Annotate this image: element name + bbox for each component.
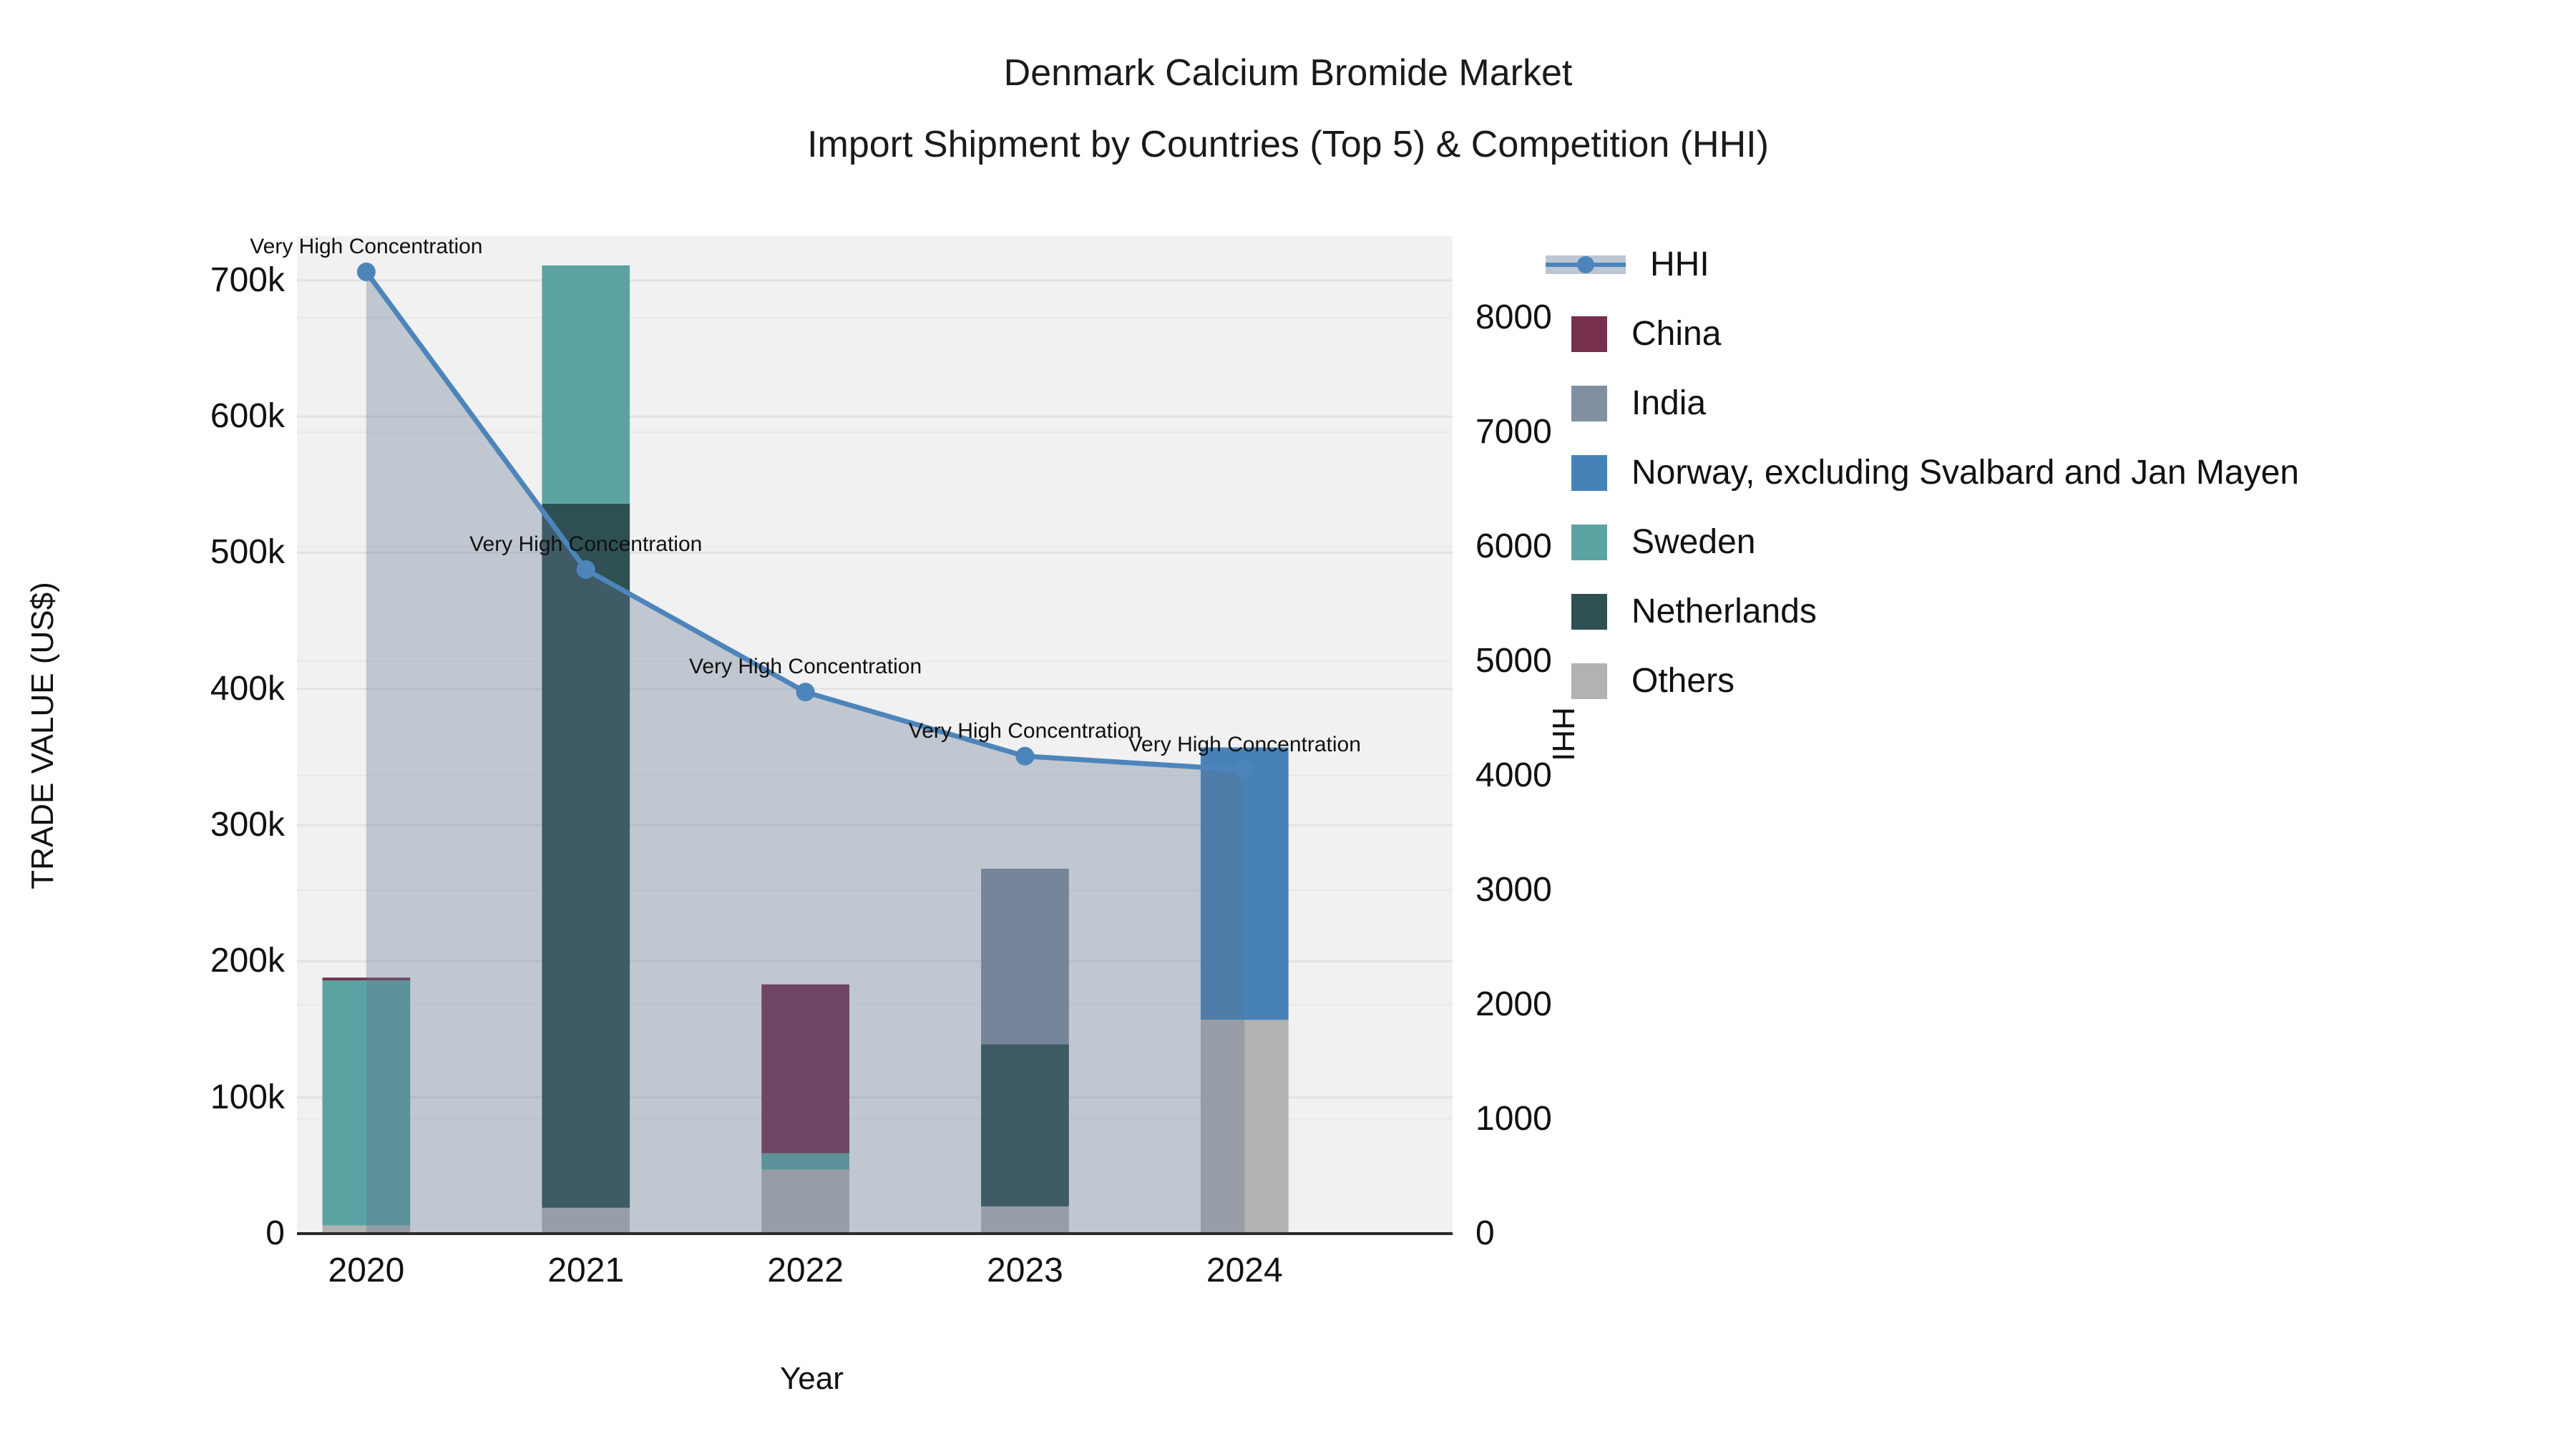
hhi-marker-2021 bbox=[576, 560, 595, 579]
hhi-marker-2020 bbox=[356, 262, 376, 281]
y-right-axis-title: HHI bbox=[1546, 707, 1581, 761]
hhi-marker-2024 bbox=[1235, 760, 1254, 779]
legend-item-netherlands: Netherlands bbox=[1546, 592, 1817, 631]
legend-label: India bbox=[1631, 384, 1707, 422]
bar-segment-2020-china bbox=[322, 977, 411, 981]
legend-swatch bbox=[1571, 593, 1607, 630]
bar-segment-2021-others bbox=[542, 1207, 630, 1234]
legend-label: Norway, excluding Svalbard and Jan Mayen bbox=[1631, 454, 2299, 492]
legend-swatch bbox=[1571, 663, 1607, 699]
legend-key-hhi-line bbox=[1546, 255, 1626, 274]
bar-segment-2024-norway bbox=[1200, 747, 1289, 1020]
bar-segment-2024-others bbox=[1200, 1020, 1289, 1234]
legend-item-india: India bbox=[1546, 384, 1706, 423]
legend-label: Sweden bbox=[1631, 523, 1756, 561]
bar-segment-2021-sweden bbox=[542, 265, 630, 504]
bar-segment-2022-others bbox=[761, 1169, 849, 1234]
legend-label: China bbox=[1631, 315, 1722, 353]
legend-label: Others bbox=[1631, 662, 1735, 700]
bar-segment-2021-netherlands bbox=[542, 503, 630, 1208]
legend-item-others: Others bbox=[1546, 661, 1735, 701]
legend-item-norway: Norway, excluding Svalbard and Jan Mayen bbox=[1546, 453, 2299, 492]
legend-item-sweden: Sweden bbox=[1546, 522, 1755, 562]
hhi-area-fill bbox=[366, 271, 1245, 1234]
legend-item-hhi: HHI bbox=[1546, 245, 1709, 284]
bar-segment-2023-india bbox=[981, 868, 1069, 1045]
legend-swatch bbox=[1571, 316, 1607, 352]
bar-segment-2022-china bbox=[761, 984, 849, 1153]
legend-swatch bbox=[1571, 524, 1607, 560]
y-left-axis-title: TRADE VALUE (US$) bbox=[25, 582, 60, 889]
bar-segment-2023-others bbox=[981, 1206, 1069, 1234]
bar-segment-2023-netherlands bbox=[981, 1044, 1069, 1206]
legend-swatch bbox=[1571, 385, 1607, 421]
bar-segment-2020-sweden bbox=[322, 980, 411, 1226]
bar-segment-2020-others bbox=[322, 1225, 411, 1234]
x-axis-title: Year bbox=[780, 1361, 844, 1396]
chart-title-line1: Denmark Calcium Bromide Market bbox=[1003, 52, 1573, 94]
hhi-marker-2022 bbox=[796, 683, 815, 702]
legend-label: HHI bbox=[1650, 245, 1709, 283]
legend-swatch bbox=[1571, 454, 1607, 491]
legend-item-china: China bbox=[1546, 314, 1721, 353]
legend-label: Netherlands bbox=[1631, 592, 1817, 630]
chart-title-line2: Import Shipment by Countries (Top 5) & C… bbox=[807, 124, 1769, 165]
hhi-marker-sample bbox=[1577, 255, 1594, 273]
hhi-marker-2023 bbox=[1015, 746, 1035, 766]
bar-segment-2022-sweden bbox=[761, 1153, 849, 1170]
